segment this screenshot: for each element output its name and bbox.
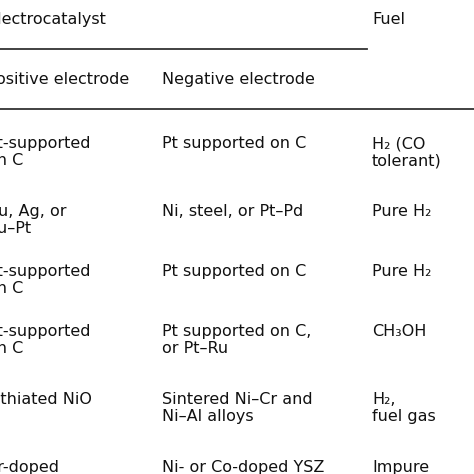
Text: Fuel: Fuel (372, 11, 405, 27)
Text: Pt supported on C: Pt supported on C (162, 136, 306, 151)
Text: Pt supported on C,
or Pt–Ru: Pt supported on C, or Pt–Ru (162, 324, 311, 356)
Text: Sintered Ni–Cr and
Ni–Al alloys: Sintered Ni–Cr and Ni–Al alloys (162, 392, 313, 424)
Text: Pt supported on C: Pt supported on C (162, 264, 306, 279)
Text: Pure H₂: Pure H₂ (372, 264, 431, 279)
Text: Au, Ag, or
Au–Pt: Au, Ag, or Au–Pt (0, 204, 66, 237)
Text: Pure H₂: Pure H₂ (372, 204, 431, 219)
Text: Ni- or Co-doped YSZ
cermet: Ni- or Co-doped YSZ cermet (162, 460, 324, 474)
Text: Pt-supported
on C: Pt-supported on C (0, 264, 91, 296)
Text: Lithiated NiO: Lithiated NiO (0, 392, 92, 407)
Text: Pt-supported
on C: Pt-supported on C (0, 324, 91, 356)
Text: Negative electrode: Negative electrode (162, 72, 315, 86)
Text: H₂ (CO
tolerant): H₂ (CO tolerant) (372, 136, 442, 168)
Text: Positive electrode: Positive electrode (0, 72, 129, 86)
Text: Pt-supported
on C: Pt-supported on C (0, 136, 91, 168)
Text: Ni, steel, or Pt–Pd: Ni, steel, or Pt–Pd (162, 204, 303, 219)
Text: Sr-doped
LaMnO₃: Sr-doped LaMnO₃ (0, 460, 59, 474)
Text: CH₃OH: CH₃OH (372, 324, 427, 339)
Text: Electrocatalyst: Electrocatalyst (0, 11, 106, 27)
Text: H₂,
fuel gas: H₂, fuel gas (372, 392, 436, 424)
Text: Impure
hydrocarbon: Impure hydrocarbon (372, 460, 474, 474)
